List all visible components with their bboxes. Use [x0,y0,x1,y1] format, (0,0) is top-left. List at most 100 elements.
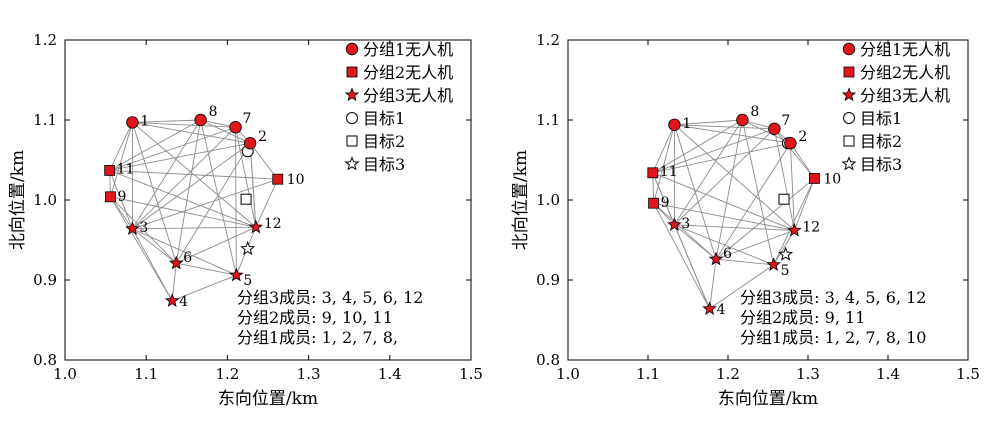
group-membership-annotation: 分组2成员: 9, 10, 11 [237,308,393,327]
network-edge [793,178,815,231]
legend-label: 目标3 [363,155,405,174]
uav-group2-marker [104,164,116,176]
network-edge [652,124,675,173]
network-edge [200,119,251,144]
node-label: 2 [798,129,807,145]
network-edge [132,121,236,128]
legend-label: 目标1 [363,109,405,128]
target-2-marker [240,193,252,205]
node-label: 8 [209,104,218,120]
network-edge [774,128,815,179]
x-tick-label: 1.1 [636,365,660,383]
network-edge [109,169,256,228]
network-edge [652,119,743,174]
legend-label: 分组1无人机 [860,40,950,59]
y-tick-label: 1.1 [536,111,560,129]
network-edge [200,119,237,276]
node-label: 10 [287,172,305,188]
network-edge [790,142,815,179]
x-tick-label: 1.4 [876,365,900,383]
network-edge [674,128,775,226]
y-tick-label: 1.0 [536,191,560,209]
network-edge [674,124,795,231]
network-edge [176,226,257,264]
network-edge [172,274,237,302]
network-edge [674,224,795,231]
uav-group2-marker [272,173,284,185]
node-label: 9 [661,195,670,211]
y-tick-label: 0.9 [33,271,57,289]
group-membership-annotation: 分组3成员: 3, 4, 5, 6, 12 [740,288,926,307]
x-tick-label: 1.4 [378,365,402,383]
target-3-marker [778,246,794,261]
legend-target3-marker [841,156,857,171]
network-edge [709,264,774,310]
legend-label: 分组2无人机 [363,63,453,82]
network-edge [653,124,675,204]
network-edge [110,196,177,264]
network-edge [255,179,279,228]
network-edge [652,172,795,231]
x-axis-label: 东向位置/km [218,389,318,409]
network-edge [176,262,237,276]
target-2-marker [778,193,790,205]
uav-group1-marker [668,118,681,132]
node-label: 9 [117,189,126,205]
network-edge [709,259,717,309]
network-edge [652,142,791,174]
network-edge [674,224,774,266]
y-tick-label: 0.8 [536,351,560,369]
network-edge [132,121,251,144]
uav-group3-marker [787,222,802,237]
group-membership-annotation: 分组2成员: 9, 11 [740,308,865,327]
uav-group1-marker [126,116,139,129]
network-edge [773,230,795,266]
node-label: 5 [243,273,252,289]
legend-label: 分组2无人机 [860,63,950,82]
uav-group1-marker [784,136,797,150]
target-3-marker [240,240,256,256]
uav-group1-marker [768,122,781,136]
node-label: 1 [140,113,149,129]
x-axis-label: 东向位置/km [718,389,818,409]
uav-group3-marker [248,219,264,234]
legend-target2-marker [346,135,358,147]
chart-panel-2: 1.0 1.1 1.2 1.3 1.4 1.5 0.8 0.9 1.0 1.1 1.2 东向位置/km… [511,31,980,409]
node-label: 4 [179,294,188,310]
y-tick-label: 1.2 [33,31,57,49]
group-membership-annotation: 分组1成员: 1, 2, 7, 8, 10 [740,328,926,347]
network-edge [674,124,775,130]
network-edge [132,119,201,230]
node-label: 1 [682,116,691,132]
uav-group3-marker [766,257,781,271]
legend-target1-marker [346,112,358,124]
uav-group3-marker [169,255,184,270]
network-edge [789,143,795,231]
network-edge [653,202,717,260]
node-label: 12 [802,219,820,235]
network-edge [715,178,815,260]
x-tick-label: 1.2 [716,365,740,383]
legend-group3-marker [344,87,360,102]
network-edge [131,122,177,264]
node-label: 3 [681,216,690,232]
network-edge [249,143,257,228]
legend-target1-marker [843,112,855,124]
node-label: 7 [243,111,252,127]
x-tick-label: 1.0 [556,365,580,383]
uav-group3-marker [702,301,717,315]
node-label: 7 [781,113,790,129]
group-membership-annotation: 分组1成员: 1, 2, 7, 8, [237,328,398,347]
legend-label: 目标2 [363,132,405,151]
network-edge [109,119,201,171]
network-edge [109,169,278,180]
legend-label: 分组3无人机 [363,86,453,105]
network-edge [109,142,251,171]
network-edge [110,196,256,228]
uav-group3-marker [229,267,244,282]
network-edge [109,126,236,171]
network-edge [175,119,202,264]
node-label: 10 [823,171,841,187]
